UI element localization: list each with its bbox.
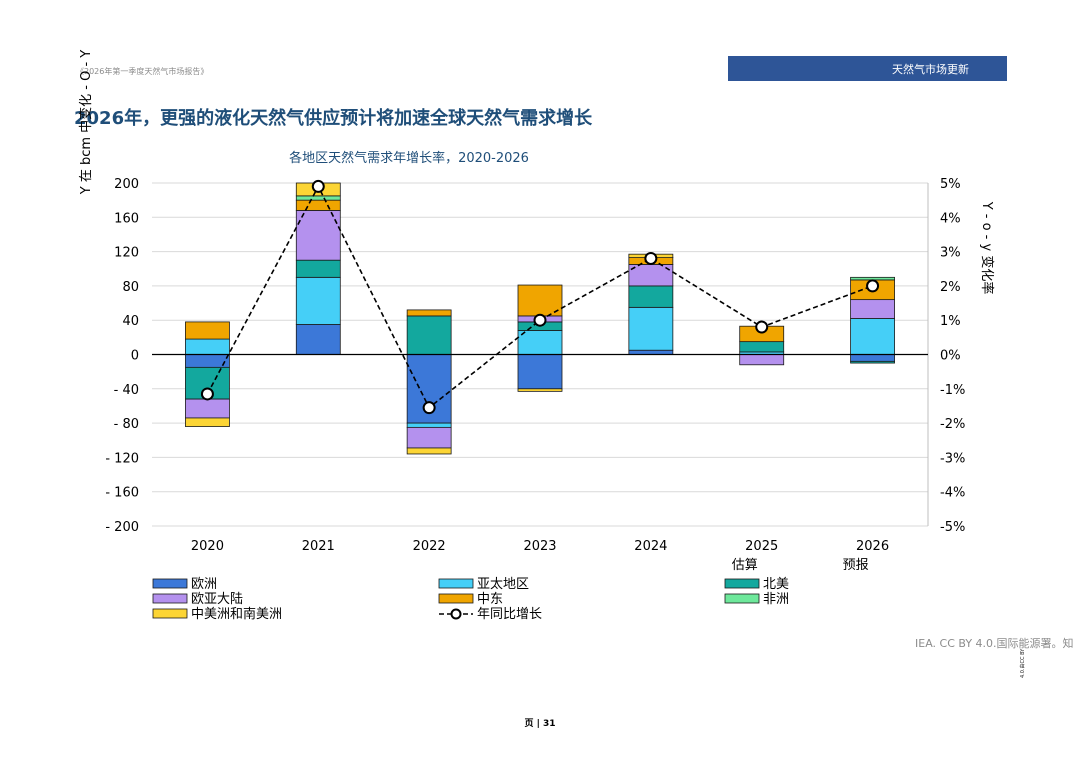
- bar-segment-eurasia: [295, 210, 341, 261]
- legend-label: 非洲: [763, 592, 789, 607]
- bar-segment-europe: [850, 354, 895, 362]
- y-tick-label: 120: [114, 246, 139, 261]
- bar-segment-eurasia: [739, 354, 785, 366]
- x-tick-label: 2023: [523, 539, 556, 554]
- bar-segment-asia_pacific: [850, 318, 895, 355]
- legend-swatch-africa: [724, 593, 760, 604]
- y-tick-label: 40: [122, 314, 139, 329]
- legend-label: 北美: [763, 577, 789, 592]
- y2-tick-label: 2%: [940, 280, 961, 295]
- bar-segment-asia_pacific: [406, 422, 452, 428]
- section-banner-label: 天然气市场更新: [892, 62, 969, 76]
- legend-label: 欧洲: [191, 577, 217, 592]
- page-title: 2026年，更强的液化天然气供应预计将加速全球天然气需求增长: [74, 108, 593, 129]
- legend-swatch-yoy-marker: [450, 608, 462, 620]
- bar-segment-europe: [517, 354, 563, 390]
- legend-label: 欧亚大陆: [191, 591, 243, 607]
- bar-segment-north_america: [850, 360, 895, 364]
- legend-swatch-asia_pacific: [438, 578, 474, 589]
- bar-segment-europe: [295, 324, 341, 355]
- y-tick-label: 80: [122, 280, 139, 295]
- yoy-growth-point: [755, 320, 769, 334]
- y-tick-label: - 80: [114, 417, 139, 432]
- vertical-license-note: 4.0.由CC BY: [1020, 648, 1026, 678]
- x-tick-sublabel: 估算: [732, 558, 758, 573]
- x-tick-label: 2026: [856, 539, 889, 554]
- y2-tick-label: -3%: [940, 451, 965, 466]
- chart-title: 各地区天然气需求年增长率，2020-2026: [289, 150, 529, 166]
- demand-growth-chart: 各地区天然气需求年增长率，2020-2026 200 160 120 80 40 0 - 40…: [78, 50, 995, 622]
- legend-label: 年同比增长: [477, 607, 542, 622]
- bar-segment-asia_pacific: [517, 330, 563, 355]
- y2-tick-label: 1%: [940, 314, 961, 329]
- y-tick-label: 160: [114, 211, 139, 226]
- y-axis-label: Y 在 bcm 中变化 - O - Y: [78, 50, 94, 196]
- legend-swatch-latam: [152, 608, 188, 619]
- bar-segment-middle_east: [185, 321, 230, 340]
- copyright-note: IEA. CC BY 4.0.国际能源署。知: [915, 637, 1074, 650]
- yoy-growth-point: [311, 179, 325, 193]
- y2-tick-label: -5%: [940, 520, 965, 535]
- y-tick-label: 0: [131, 349, 139, 364]
- y-tick-label: - 160: [105, 486, 139, 501]
- legend-swatch-europe: [152, 578, 188, 589]
- x-tick-label: 2022: [413, 539, 446, 554]
- page-number: 页 | 31: [0, 716, 1080, 729]
- bar-segment-asia_pacific: [295, 276, 341, 325]
- bar-segment-eurasia: [185, 398, 230, 419]
- bar-segment-north_america: [628, 285, 674, 308]
- legend-label: 中美洲和南美洲: [191, 606, 282, 622]
- y2-axis-label: Y - o - y 变化率: [979, 201, 995, 295]
- yoy-growth-point: [422, 401, 436, 415]
- bar-segment-asia_pacific: [185, 338, 230, 355]
- y-tick-label: - 120: [105, 451, 139, 466]
- page-number-label: 页 | 31: [524, 719, 556, 729]
- bar-segment-africa: [295, 195, 341, 201]
- x-tick-label: 2025: [745, 539, 778, 554]
- legend-swatch-eurasia: [152, 593, 188, 604]
- report-name: 《2026年第一季度天然气市场报告》: [76, 67, 209, 76]
- y-tick-label: - 40: [114, 383, 139, 398]
- yoy-growth-point: [200, 387, 214, 401]
- bar-segment-latam: [517, 388, 563, 392]
- y2-tick-label: 0%: [940, 349, 961, 364]
- y2-tick-label: -2%: [940, 417, 965, 432]
- legend-label: 亚太地区: [477, 577, 529, 592]
- bar-segment-middle_east: [406, 309, 452, 317]
- x-tick-sublabel: 预报: [843, 558, 869, 573]
- bar-segment-middle_east: [517, 284, 563, 317]
- x-tick-label: 2024: [634, 539, 667, 554]
- y2-tick-label: -1%: [940, 383, 965, 398]
- x-tick-label: 2020: [191, 539, 224, 554]
- bar-segment-asia_pacific: [628, 306, 674, 351]
- yoy-growth-point: [533, 313, 547, 327]
- y-tick-label: 200: [114, 177, 139, 192]
- bar-segment-eurasia: [406, 426, 452, 449]
- bar-segment-north_america: [739, 341, 785, 353]
- y2-tick-label: 5%: [940, 177, 961, 192]
- bar-segment-north_america: [295, 259, 341, 278]
- legend-swatch-middle_east: [438, 593, 474, 604]
- y-tick-label: - 200: [105, 520, 139, 535]
- bar-segment-eurasia: [850, 299, 895, 319]
- legend-swatch-north_america: [724, 578, 760, 589]
- legend-label: 中东: [477, 592, 503, 607]
- bar-segment-europe: [628, 349, 674, 355]
- yoy-growth-point: [866, 279, 880, 293]
- y2-tick-label: 3%: [940, 246, 961, 261]
- y2-tick-label: 4%: [940, 211, 961, 226]
- bar-segment-north_america: [406, 315, 452, 355]
- y2-tick-label: -4%: [940, 486, 965, 501]
- bar-segment-latam: [406, 447, 452, 455]
- yoy-growth-point: [644, 251, 658, 265]
- x-tick-label: 2021: [302, 539, 335, 554]
- section-banner: 天然气市场更新: [728, 56, 1007, 81]
- bar-segment-middle_east: [295, 199, 341, 211]
- bar-segment-latam: [185, 417, 230, 427]
